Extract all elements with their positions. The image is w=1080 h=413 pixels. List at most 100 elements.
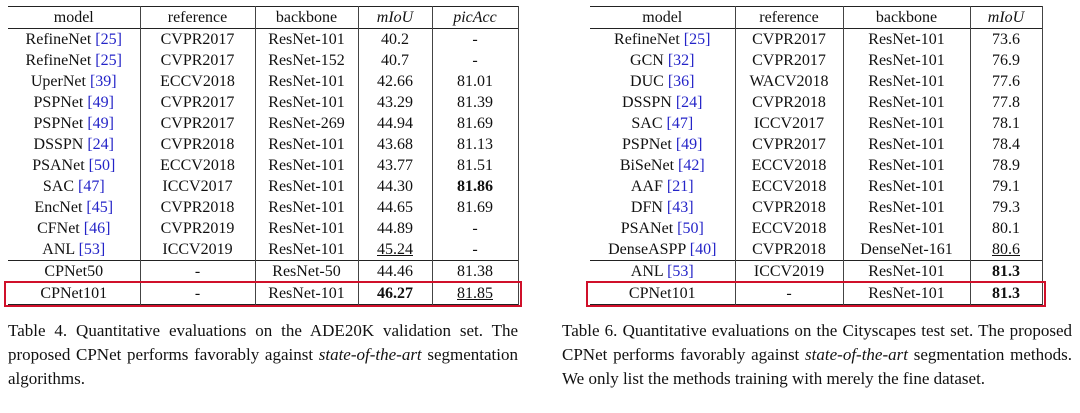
table-header: model reference backbone mIoU [590, 6, 1043, 29]
table-row: DSSPN [24] CVPR2018 ResNet-101 43.68 81.13 [8, 134, 519, 155]
cell-text: - [194, 263, 201, 280]
cell-text: CPNet101 [628, 285, 696, 302]
table-cell: CVPR2017 [140, 28, 256, 50]
cell-text: 46.27 [377, 285, 413, 302]
cell-text: ICCV2019 [753, 263, 825, 280]
table-cell: ECCV2018 [735, 155, 844, 176]
table-cell: 44.30 [358, 176, 433, 197]
table-cell: AAF [21] [590, 176, 736, 197]
table-cell: ResNet-101 [843, 71, 971, 92]
table-cell: RefineNet [25] [8, 50, 141, 71]
cell-text: SAC [631, 115, 663, 132]
table-row: SAC [47] ICCV2017 ResNet-101 44.30 81.86 [8, 176, 519, 197]
table-caption: Table 6. Quantitative evaluations on the… [562, 319, 1072, 391]
citation: [21] [666, 178, 694, 195]
table-cell: RefineNet [25] [8, 28, 141, 50]
table-row: DUC [36] WACV2018 ResNet-101 77.6 [590, 71, 1043, 92]
table-row: SAC [47] ICCV2017 ResNet-101 78.1 [590, 113, 1043, 134]
results-table: model reference backbone mIoU RefineNet [25]… [590, 6, 1043, 305]
cell-text: ResNet-101 [868, 157, 945, 174]
highlight-box [586, 280, 1046, 307]
column-header: model [590, 6, 736, 29]
citation: [39] [89, 73, 117, 90]
table-cell: ResNet-101 [255, 176, 359, 197]
table-cell: 46.27 [358, 282, 433, 305]
cell-text: CVPR2019 [160, 220, 235, 237]
highlight-box [4, 280, 522, 307]
cell-text: ECCV2018 [160, 157, 235, 174]
table-cell: ECCV2018 [140, 71, 256, 92]
table-cell: 81.13 [432, 134, 519, 155]
table-cell: 44.89 [358, 218, 433, 239]
table-cell: ICCV2019 [140, 239, 256, 261]
cell-text: EncNet [34, 199, 83, 216]
caption-text: segmentation algorithms. [8, 345, 518, 388]
cell-text: ResNet-50 [272, 263, 341, 280]
table-cell: ResNet-101 [843, 218, 971, 239]
table-cell: CVPR2018 [140, 134, 256, 155]
cell-text: ResNet-101 [868, 52, 945, 69]
table-cell: CVPR2018 [140, 197, 256, 218]
citation: [46] [83, 220, 111, 237]
cell-text: PSPNet [33, 94, 84, 111]
caption-text: state-of-the-art [805, 345, 908, 364]
table-row: CPNet101 - ResNet-101 46.27 81.85 [8, 282, 519, 305]
cell-text: ResNet-101 [268, 157, 345, 174]
table-cell: DFN [43] [590, 197, 736, 218]
table-cell: BiSeNet [42] [590, 155, 736, 176]
cell-text: GCN [630, 52, 664, 69]
cell-text: 80.6 [992, 241, 1020, 258]
citation: [36] [667, 73, 695, 90]
table-cell: ICCV2019 [735, 260, 844, 283]
cell-text: 79.1 [992, 178, 1020, 195]
table-cell: 40.2 [358, 28, 433, 50]
table-cell: ResNet-101 [843, 176, 971, 197]
citation: [45] [86, 199, 114, 216]
table-row: PSPNet [49] CVPR2017 ResNet-101 78.4 [590, 134, 1043, 155]
citation: [42] [678, 157, 705, 174]
cell-text: 44.46 [377, 263, 413, 280]
cell-text: - [472, 31, 478, 48]
column-header-text: mIoU [376, 9, 414, 26]
table-cell: 78.1 [970, 113, 1043, 134]
table-cell: 44.65 [358, 197, 433, 218]
cell-text: CVPR2017 [752, 136, 826, 153]
table-row: UperNet [39] ECCV2018 ResNet-101 42.66 81.01 [8, 71, 519, 92]
table-cell: 81.3 [970, 282, 1043, 305]
cell-text: DSSPN [622, 94, 672, 111]
table-cell: 81.85 [432, 282, 519, 305]
cell-text: CVPR2017 [160, 31, 235, 48]
cell-text: ResNet-101 [268, 136, 345, 153]
column-header-text: reference [759, 9, 819, 26]
table-cell: RefineNet [25] [590, 28, 736, 50]
table-cell: ResNet-101 [255, 218, 359, 239]
cell-text: 81.01 [457, 73, 493, 90]
table-cell: 81.51 [432, 155, 519, 176]
cell-text: ResNet-101 [868, 220, 945, 237]
table-cell: 81.69 [432, 197, 519, 218]
citation: [25] [95, 31, 122, 48]
cell-text: 78.9 [992, 157, 1020, 174]
cell-text: ResNet-101 [868, 263, 945, 280]
citation: [49] [87, 94, 114, 111]
cell-text: 81.39 [457, 94, 493, 111]
cell-text: 43.29 [377, 94, 413, 111]
table-cell: ResNet-101 [255, 28, 359, 50]
citation: [32] [667, 52, 695, 69]
cell-text: ECCV2018 [751, 220, 827, 237]
cell-text: 42.66 [377, 73, 413, 90]
table-cell: CFNet [46] [8, 218, 141, 239]
table-cell: CVPR2018 [735, 239, 844, 261]
cell-text: ResNet-101 [868, 178, 945, 195]
table-cell: 43.77 [358, 155, 433, 176]
citation: [47] [77, 178, 105, 195]
table-row: DenseASPP [40] CVPR2018 DenseNet-161 80.6 [590, 239, 1043, 261]
table-caption: Table 4. Quantitative evaluations on the… [8, 319, 518, 391]
cell-text: 81.13 [457, 136, 493, 153]
cell-text: ICCV2017 [753, 115, 825, 132]
table-cell: - [432, 50, 519, 71]
table-cell: 44.94 [358, 113, 433, 134]
table-cell: SAC [47] [590, 113, 736, 134]
cell-text: ICCV2019 [162, 241, 233, 258]
